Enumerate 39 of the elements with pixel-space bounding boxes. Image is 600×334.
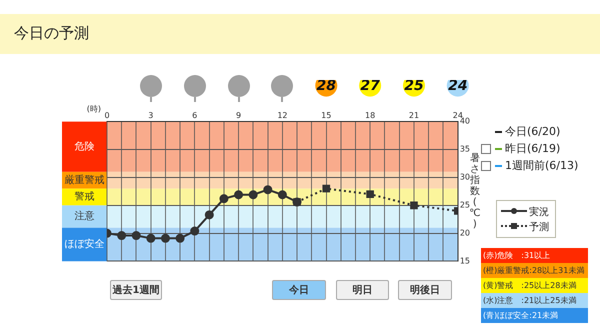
text: 明後日 xyxy=(398,280,452,300)
x-tick-label: 0 xyxy=(104,110,110,120)
band-label: 注意 xyxy=(74,210,94,222)
x-tick-label: 18 xyxy=(365,110,376,120)
x-tick-label: 15 xyxy=(321,110,332,120)
text: 27 xyxy=(360,78,380,94)
band-label: ほぼ安全 xyxy=(64,238,104,250)
y-tick-label: 15 xyxy=(460,256,470,266)
y-tick-label: 35 xyxy=(460,144,470,154)
y-tick-label: 25 xyxy=(460,200,470,210)
band-label: 危険 xyxy=(74,140,94,152)
band-label: 警戒 xyxy=(74,190,94,203)
text: 1週間前(6/13) xyxy=(505,158,578,173)
band-label: 厳重警戒 xyxy=(64,174,104,186)
x-tick-label: 9 xyxy=(236,110,242,120)
text: 過去1週間 xyxy=(110,280,162,300)
x-tick-label: 12 xyxy=(277,110,288,120)
text: (青)ほぼ安全:21未満 xyxy=(481,308,588,323)
y-tick-label: 30 xyxy=(460,172,470,182)
text: 28 xyxy=(316,78,336,94)
x-axis-title: (時) xyxy=(86,104,101,114)
text: 24 xyxy=(448,78,468,94)
text: (橙)厳重警戒:28以上31未満 xyxy=(481,263,588,278)
chart-title: 今日の予測 xyxy=(14,24,89,43)
y-tick-label: 20 xyxy=(460,228,470,238)
x-tick-label: 21 xyxy=(408,110,420,120)
text: (赤)危険 :31以上 xyxy=(481,248,588,263)
text: 25 xyxy=(404,78,424,94)
text: 今日 xyxy=(272,280,326,300)
text: (黄)警戒 :25以上28未満 xyxy=(481,278,588,293)
text: 昨日(6/19) xyxy=(505,141,560,156)
x-tick-label: 3 xyxy=(148,110,154,120)
text: 予測 xyxy=(529,220,549,234)
text: 明日 xyxy=(336,280,389,300)
x-tick-label: 6 xyxy=(192,110,198,120)
y-axis-title: 暑さ指数(℃) xyxy=(468,152,480,230)
text: (水)注意 :21以上25未満 xyxy=(481,293,588,308)
text: 実況 xyxy=(529,206,549,218)
text: 今日(6/20) xyxy=(505,124,560,139)
